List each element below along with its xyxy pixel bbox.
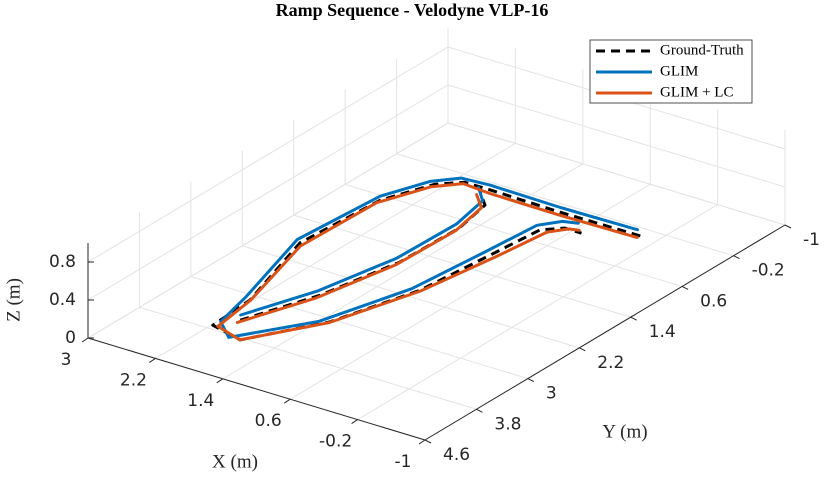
y-axis-label: Y (m) <box>602 421 647 442</box>
grid-line <box>87 122 449 339</box>
grid-line <box>87 84 449 301</box>
x-axis-label: X (m) <box>212 451 258 472</box>
grid-line <box>139 306 477 410</box>
grid-line <box>242 245 580 349</box>
grid-line <box>447 122 786 226</box>
legend-label: GLIM + LC <box>660 84 733 100</box>
y-tick-label: -1 <box>803 230 820 250</box>
grid-line <box>190 276 529 380</box>
trajectory-line <box>219 176 639 339</box>
y-tick <box>733 255 740 260</box>
y-tick-label: -0.2 <box>752 261 785 281</box>
x-tick-label: -0.2 <box>319 432 352 452</box>
x-tick <box>283 398 291 404</box>
y-tick <box>424 439 432 444</box>
grid-line <box>87 46 449 263</box>
x-tick-label: 1.4 <box>187 391 214 411</box>
x-tick-label: 0.6 <box>255 411 282 431</box>
grid-line <box>155 142 516 359</box>
z-tick-label: 0 <box>65 328 76 348</box>
trajectory-line <box>216 182 639 342</box>
y-tick-label: 0.6 <box>700 291 727 311</box>
x-tick <box>81 337 89 343</box>
legend: Ground-Truth GLIM GLIM + LC <box>589 39 753 104</box>
y-tick-label: 2.2 <box>597 353 624 373</box>
z-axis-label: Z (m) <box>3 278 24 322</box>
grid-line <box>357 204 718 421</box>
x-tick-label: 3 <box>61 350 72 370</box>
x-tick-label: 2.2 <box>120 370 147 390</box>
legend-label: Ground-Truth <box>660 42 744 58</box>
grid-line <box>447 84 786 188</box>
y-tick <box>527 378 535 383</box>
y-tick-label: 3.8 <box>494 414 521 434</box>
grid-line <box>293 214 631 318</box>
x-tick <box>149 357 156 363</box>
x-axis-line <box>87 337 426 441</box>
y-tick <box>681 285 689 290</box>
plot-lines <box>211 176 641 342</box>
y-tick <box>476 408 483 413</box>
y-axis-line <box>424 224 786 441</box>
y-tick-label: 3 <box>546 384 557 404</box>
grid-line <box>396 153 734 257</box>
y-tick <box>630 316 637 321</box>
chart-title: Ramp Sequence - Velodyne VLP-16 <box>276 0 549 20</box>
z-tick-label: 0.8 <box>49 252 76 272</box>
trajectory-line <box>211 180 641 342</box>
y-tick <box>579 347 586 352</box>
x-tick <box>418 439 426 445</box>
y-tick-label: 1.4 <box>649 322 676 342</box>
legend-label: GLIM <box>660 63 698 79</box>
x-tick <box>216 378 224 384</box>
y-tick <box>784 224 792 229</box>
y-tick-label: 4.6 <box>443 445 470 465</box>
x-tick <box>351 419 358 425</box>
grid-line <box>344 183 683 287</box>
x-tick-label: -1 <box>395 452 412 472</box>
z-tick-label: 0.4 <box>49 290 76 310</box>
